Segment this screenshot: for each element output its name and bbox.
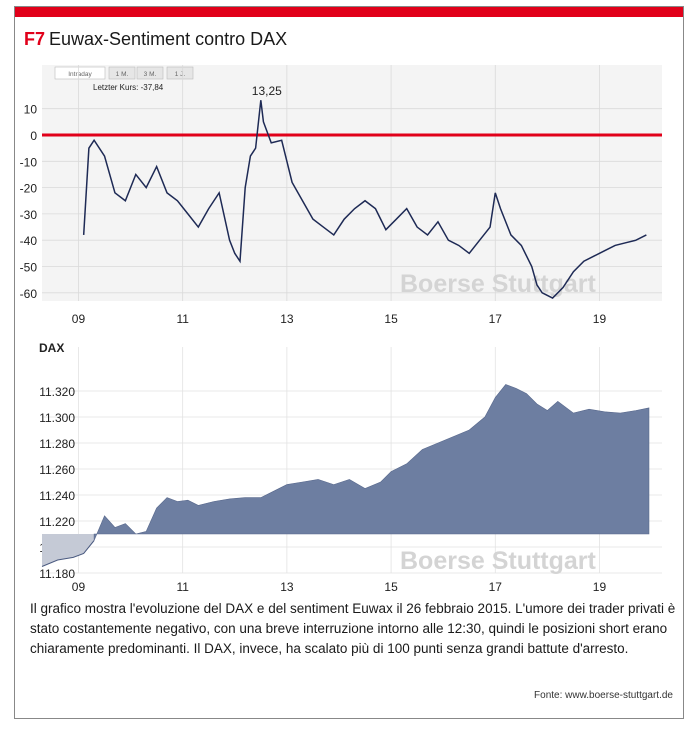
dax-x-ticks: 09 11 13 15 17 19 [72, 580, 607, 594]
sentiment-plot-bg [42, 65, 662, 301]
sentiment-y-tick: -30 [20, 208, 38, 222]
period-tab-label: Intraday [68, 71, 92, 78]
sentiment-y-tick: 0 [30, 129, 37, 143]
sentiment-y-ticks: 10 0 -10 -20 -30 -40 -50 -60 [20, 103, 38, 301]
figure-title: F7 Euwax-Sentiment contro DAX [24, 29, 287, 50]
dax-x-tick: 11 [176, 580, 189, 594]
sentiment-y-tick: -20 [20, 182, 38, 196]
dax-y-tick: 11.320 [39, 385, 75, 399]
sentiment-y-tick: -60 [20, 287, 38, 301]
period-tabs: Intraday 1 M. 3 M. 1 J. [54, 66, 194, 80]
charts-canvas: Intraday 1 M. 3 M. 1 J. Letzter Kurs: -37,8… [20, 65, 662, 594]
sentiment-y-tick: -50 [20, 261, 38, 275]
period-tab [108, 66, 136, 80]
figure-label: F7 [24, 29, 46, 49]
period-tab [54, 66, 106, 80]
sentiment-x-tick: 19 [593, 312, 607, 326]
watermark-text-2: Boerse Stuttgart [400, 547, 597, 575]
last-quote-label: Letzter Kurs: -37,84 [93, 83, 164, 92]
dax-axis-label: DAX [39, 341, 64, 355]
dax-y-tick: 11.260 [39, 463, 75, 477]
dax-y-tick: 11.240 [39, 489, 75, 503]
dax-y-tick: 11.280 [39, 437, 75, 451]
sentiment-x-tick: 17 [489, 312, 503, 326]
sentiment-line [82, 100, 647, 299]
period-tab [136, 66, 164, 80]
period-tab-label: 1 M. [116, 71, 129, 78]
dax-x-tick: 17 [489, 580, 503, 594]
sentiment-y-tick: 10 [24, 103, 38, 117]
dax-y-tick: 11.180 [39, 567, 75, 581]
sentiment-y-tick: -40 [20, 234, 38, 248]
dax-x-tick: 09 [72, 580, 86, 594]
figure-caption: Il grafico mostra l'evoluzione del DAX e… [30, 601, 676, 656]
figure-title-text: Euwax-Sentiment contro DAX [49, 29, 288, 49]
sentiment-x-tick: 13 [280, 312, 294, 326]
dax-premarket-line [41, 540, 95, 567]
watermark-text: Boerse Stuttgart [400, 270, 597, 298]
dax-x-tick: 19 [593, 580, 607, 594]
sentiment-y-tick: -10 [20, 155, 38, 169]
dax-premarket-area [42, 534, 95, 567]
source-credit: Fonte: www.boerse-stuttgart.de [534, 690, 673, 701]
dax-area [93, 384, 650, 541]
dax-x-tick: 13 [280, 580, 294, 594]
sentiment-x-tick: 09 [72, 312, 86, 326]
sentiment-x-ticks: 09 11 13 15 17 19 [72, 312, 607, 326]
figure-frame: F7 Euwax-Sentiment contro DAX Intraday 1 M… [14, 6, 684, 719]
peak-value-label: 13,25 [252, 84, 282, 98]
dax-y-tick: 11.300 [39, 411, 75, 425]
accent-bar [15, 7, 683, 17]
dax-y-tick: 11.220 [39, 515, 75, 529]
sentiment-x-tick: 15 [384, 312, 398, 326]
period-tab [166, 66, 194, 80]
period-tab-label: 3 M. [144, 71, 157, 78]
sentiment-x-tick: 11 [176, 312, 189, 326]
period-tab-label: 1 J. [175, 71, 186, 78]
dax-x-tick: 15 [384, 580, 398, 594]
